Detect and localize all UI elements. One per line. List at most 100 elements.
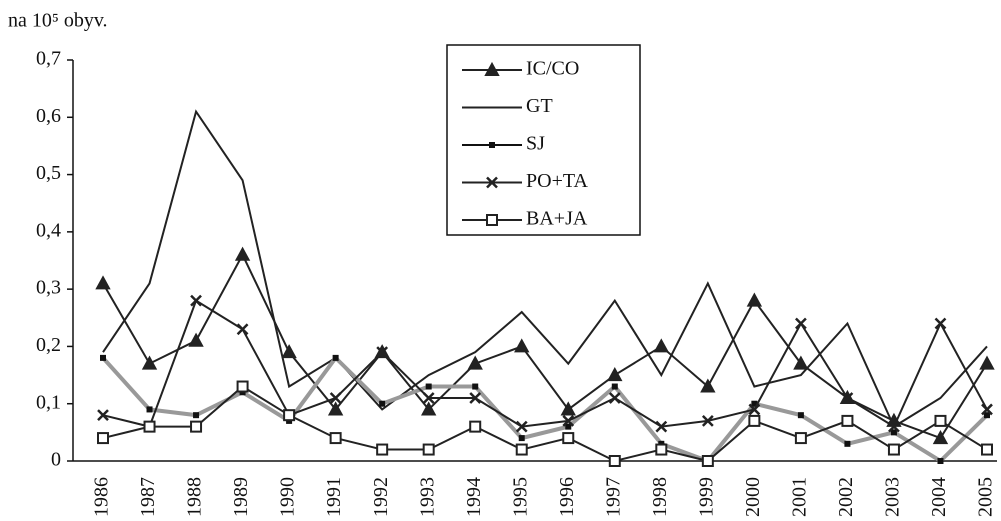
marker: [190, 420, 203, 433]
x-tick-label: 1992: [370, 477, 392, 517]
series-line: [102, 299, 988, 429]
x-tick-label: 1999: [695, 477, 717, 517]
x-tick-label: 1995: [509, 477, 531, 517]
marker: [332, 354, 339, 361]
marker: [890, 429, 897, 436]
x-tick-label: 2002: [835, 477, 857, 517]
marker: [562, 415, 575, 427]
marker: [329, 392, 342, 404]
marker: [190, 294, 202, 307]
marker: [746, 292, 763, 307]
marker: [934, 414, 947, 427]
marker: [934, 317, 947, 330]
x-tick-label: 1998: [649, 477, 671, 517]
x-tick-label: 1989: [230, 477, 252, 517]
marker: [794, 432, 807, 445]
x-tick-label: 1988: [184, 477, 206, 517]
marker: [188, 332, 204, 347]
legend-label: IC/CO: [526, 58, 579, 80]
marker: [655, 420, 668, 433]
y-tick-label: 0,6: [36, 105, 61, 127]
marker: [420, 401, 437, 416]
marker: [486, 214, 498, 226]
marker: [887, 443, 900, 456]
marker: [607, 366, 623, 382]
marker: [984, 412, 990, 419]
x-tick-label: 2003: [882, 477, 904, 517]
x-tick-label: 1994: [463, 477, 485, 517]
marker: [932, 429, 949, 445]
marker: [425, 383, 432, 390]
legend: IC/CO GT SJ PO+TA BA+JA: [446, 44, 641, 236]
marker: [748, 414, 761, 427]
marker: [469, 420, 482, 433]
x-tick-label: 2001: [788, 477, 810, 517]
series-line: [102, 385, 988, 463]
marker: [193, 412, 200, 419]
marker: [653, 338, 670, 353]
marker: [486, 176, 498, 189]
x-tick-label: 1993: [416, 477, 438, 517]
legend-label: PO+TA: [526, 170, 588, 192]
marker: [797, 412, 804, 419]
marker: [376, 346, 389, 359]
marker: [283, 409, 296, 422]
y-tick-label: 0,3: [36, 277, 61, 299]
marker: [97, 409, 109, 422]
marker: [472, 383, 479, 390]
marker: [236, 323, 249, 336]
marker: [100, 354, 106, 361]
marker: [981, 443, 993, 456]
marker: [143, 420, 156, 433]
marker: [329, 432, 342, 445]
series-line: [102, 252, 988, 440]
y-tick-label: 0,7: [36, 48, 61, 70]
marker: [518, 435, 525, 442]
marker: [489, 142, 495, 148]
marker: [141, 355, 158, 370]
x-tick-label: 2000: [742, 477, 764, 517]
marker: [979, 355, 995, 370]
series-line: [102, 109, 988, 429]
x-tick-label: 2005: [975, 477, 997, 517]
y-tick-label: 0,2: [36, 334, 61, 356]
x-tick-label: 1996: [556, 477, 578, 517]
marker: [981, 403, 993, 416]
series-line: [101, 354, 989, 464]
x-tick-label: 1997: [602, 477, 624, 517]
marker: [608, 455, 621, 467]
marker: [467, 355, 483, 370]
marker: [236, 380, 249, 393]
marker: [937, 458, 944, 464]
marker: [146, 406, 153, 413]
marker: [795, 317, 807, 330]
marker: [608, 392, 621, 404]
y-tick-label: 0,5: [36, 162, 61, 184]
x-tick-label: 1986: [91, 477, 113, 517]
x-tick-label: 2004: [928, 477, 950, 517]
marker: [751, 400, 758, 407]
marker: [748, 403, 761, 416]
marker: [376, 443, 389, 456]
legend-label: GT: [526, 95, 553, 117]
y-tick-label: 0,4: [36, 219, 61, 241]
marker: [514, 338, 530, 353]
legend-label: BA+JA: [526, 208, 588, 230]
marker: [565, 423, 572, 430]
legend-box: [446, 44, 641, 236]
marker: [655, 443, 668, 456]
marker: [560, 401, 576, 416]
y-tick-label: 0,1: [36, 391, 61, 413]
x-tick-label: 1991: [323, 477, 345, 517]
marker: [281, 344, 297, 359]
legend-label: SJ: [526, 133, 545, 155]
marker: [379, 400, 386, 407]
marker: [422, 392, 435, 404]
marker: [888, 420, 900, 433]
marker: [95, 275, 111, 290]
marker: [515, 443, 528, 456]
marker: [469, 392, 482, 404]
marker: [327, 401, 344, 416]
